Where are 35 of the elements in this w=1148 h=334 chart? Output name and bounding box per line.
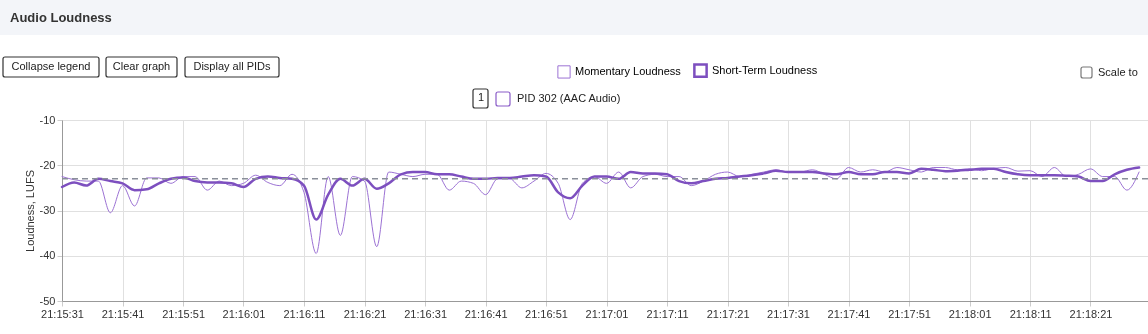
x-tick-label: 21:16:41: [464, 307, 508, 320]
legend-label: Momentary Loudness: [575, 64, 682, 77]
text: Collapse legend: [11, 60, 91, 72]
text: Display all PIDs: [193, 60, 272, 72]
x-tick-label: 21:17:31: [767, 307, 810, 320]
y-tick-label: -10: [39, 113, 56, 126]
y-axis-title: Loudness, LUFS: [23, 170, 36, 252]
x-tick-label: 21:16:51: [525, 307, 568, 320]
x-tick-label: 21:18:21: [1069, 307, 1113, 320]
x-tick-label: 21:16:31: [404, 307, 447, 320]
x-tick-label: 21:17:01: [585, 307, 629, 320]
x-tick-label: 21:18:01: [948, 307, 992, 320]
y-tick-label: -40: [39, 249, 56, 262]
text: Clear graph: [112, 60, 171, 72]
x-tick-label: 21:16:01: [222, 307, 266, 320]
x-tick-label: 21:17:21: [706, 307, 750, 320]
chart-title: Audio Loudness: [10, 10, 112, 25]
text: Scale to: [1098, 66, 1138, 78]
x-tick-label: 21:15:41: [101, 307, 145, 320]
y-tick-label: -20: [39, 158, 56, 171]
x-tick-label: 21:17:11: [646, 307, 689, 320]
x-tick-label: 21:16:21: [343, 307, 387, 320]
y-tick-label: -30: [39, 204, 56, 216]
x-tick-label: 21:17:51: [888, 307, 931, 320]
x-tick-label: 21:16:11: [283, 307, 326, 320]
text: PID 302 (AAC Audio): [517, 92, 621, 104]
y-tick-label: -50: [39, 294, 56, 307]
x-tick-label: 21:18:11: [1009, 307, 1052, 320]
text: 1: [477, 91, 485, 103]
line-series: [61, 167, 1140, 254]
legend-label: Short-Term Loudness: [712, 63, 818, 76]
line-series: [60, 166, 1141, 221]
x-tick-label: 21:15:31: [41, 307, 84, 320]
x-tick-label: 21:17:41: [827, 307, 871, 320]
x-tick-label: 21:15:51: [162, 307, 206, 320]
